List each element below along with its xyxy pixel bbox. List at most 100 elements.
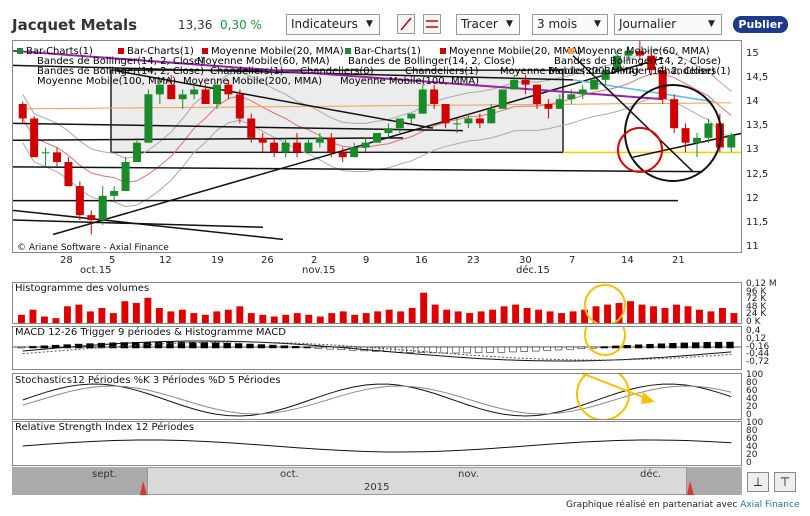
volume-bar xyxy=(581,309,589,323)
legend-item: Moyenne Mobile(20, MMA) xyxy=(440,46,582,57)
volume-bar xyxy=(546,311,554,323)
legend-label: Bar-Charts(1) xyxy=(354,46,421,57)
nav-left-handle-icon[interactable] xyxy=(140,481,147,495)
stock-change: 0,30 % xyxy=(220,18,262,32)
footer-credit: Graphique réalisé en partenariat avec Ax… xyxy=(566,500,800,510)
annotation-arrow xyxy=(580,374,649,400)
volume-bar xyxy=(477,311,485,323)
trend-line xyxy=(112,69,434,129)
legend-label: Moyenne Mobile(20, MMA) xyxy=(211,46,344,57)
date-label: 28 xyxy=(60,255,73,266)
volume-bar xyxy=(270,316,278,323)
candle-body xyxy=(315,137,324,143)
macd-histogram-bar xyxy=(566,346,574,350)
price-axis-label: 14 xyxy=(746,96,759,107)
macd-histogram-bar xyxy=(234,343,243,349)
chevron-down-icon: ▼ xyxy=(708,19,715,29)
rsi-axis-label: 60 xyxy=(746,434,758,444)
macd-histogram-bar xyxy=(177,341,186,349)
macd-histogram-bar xyxy=(189,341,197,349)
legend-swatch xyxy=(568,48,574,54)
macd-histogram-bar xyxy=(223,342,231,349)
nav-right-handle-icon[interactable] xyxy=(687,481,694,495)
candle-body xyxy=(64,162,73,187)
horizontal-line-tool-icon[interactable] xyxy=(423,14,441,34)
candle-body xyxy=(635,50,644,56)
time-navigator[interactable]: sept. oct. nov. déc. 2015 xyxy=(12,467,742,495)
legend-label: Bandes de Bollinger(14, 2, Close) xyxy=(37,66,205,77)
macd-histogram-bar xyxy=(29,346,37,349)
legend-label: Chandeliers(1) xyxy=(405,66,479,77)
candle-body xyxy=(498,89,507,109)
rsi-axis-label: 40 xyxy=(746,442,758,452)
volume-axis-label: 0 K xyxy=(746,316,761,327)
volume-bar xyxy=(86,311,94,323)
volume-bar xyxy=(144,297,152,323)
interval-select[interactable]: Journalier ▼ xyxy=(614,14,722,35)
date-label: 2 xyxy=(311,255,318,266)
macd-axis-label: -0,16 xyxy=(746,341,770,352)
rsi-axis-label: 100 xyxy=(746,418,764,428)
axial-finance-link[interactable]: Axial Finance xyxy=(740,500,800,510)
volume-bar xyxy=(362,313,370,323)
volume-bar xyxy=(661,308,669,323)
period-select[interactable]: 3 mois ▼ xyxy=(532,14,608,35)
macd-axis-label: -0,44 xyxy=(746,349,770,360)
macd-histogram-bar xyxy=(634,344,643,349)
volume-bar xyxy=(512,304,520,323)
candle-body xyxy=(464,118,473,124)
indicators-dropdown[interactable]: Indicateurs ▼ xyxy=(286,14,380,35)
macd-title: MACD 12-26 Trigger 9 périodes & Histogra… xyxy=(15,327,286,338)
volume-bar xyxy=(190,313,198,323)
annotation-circle-red xyxy=(617,126,663,173)
legend-item: Moyenne Mobile(20, MMA) xyxy=(202,46,344,57)
candle-body xyxy=(430,89,439,104)
volume-bar xyxy=(443,309,451,323)
trend-line xyxy=(572,55,694,173)
volume-bar xyxy=(696,309,703,323)
volume-bar xyxy=(719,308,726,323)
volume-bar xyxy=(673,304,680,323)
stochastics-axis-label: 20 xyxy=(746,402,758,412)
stochastics-title: Stochastics12 Périodes %K 3 Périodes %D … xyxy=(15,375,281,386)
volume-bar xyxy=(684,306,692,323)
dock-icon: ⊥ xyxy=(752,475,764,489)
macd-histogram-bar xyxy=(314,346,323,349)
candle-body xyxy=(201,89,210,104)
volume-bar xyxy=(109,313,117,323)
navigator-zoom-button[interactable]: ⊥ xyxy=(747,472,769,492)
navigator-expand-button[interactable]: ⊤ xyxy=(774,472,796,492)
publish-button[interactable]: Publier xyxy=(733,16,788,33)
month-label: oct.15 xyxy=(80,265,112,276)
volume-bar xyxy=(293,313,301,323)
volume-panel: Histogramme des volumes xyxy=(12,282,742,324)
macd-histogram-bar xyxy=(703,342,711,349)
candle-body xyxy=(475,118,484,124)
legend-swatch xyxy=(202,48,208,54)
candle-body xyxy=(155,84,164,95)
legend-swatch xyxy=(17,48,23,54)
candle-body xyxy=(110,191,119,196)
navigator-selection[interactable] xyxy=(147,467,687,495)
volume-bar xyxy=(569,311,577,323)
candle-body xyxy=(338,152,347,158)
macd-histogram-bar xyxy=(200,342,208,349)
volume-bar xyxy=(178,309,186,323)
legend-swatch xyxy=(345,48,351,54)
indicator-line xyxy=(22,73,732,183)
rsi-title: Relative Strength Index 12 Périodes xyxy=(15,422,195,433)
legend-label: Moyenne Mobile(100, MMA) xyxy=(37,76,176,87)
volume-bar xyxy=(420,292,428,323)
volume-bar xyxy=(351,314,359,323)
trendline-tool-icon[interactable] xyxy=(397,14,415,34)
candle-body xyxy=(361,142,370,148)
candle-body xyxy=(613,55,621,71)
draw-dropdown[interactable]: Tracer ▼ xyxy=(456,14,520,35)
candle-body xyxy=(247,118,256,138)
candle-body xyxy=(578,89,587,95)
volume-bar xyxy=(316,316,324,323)
nav-year: 2015 xyxy=(364,482,390,493)
month-label: déc.15 xyxy=(516,265,550,276)
expand-icon: ⊤ xyxy=(779,475,791,489)
price-panel[interactable] xyxy=(12,40,742,253)
